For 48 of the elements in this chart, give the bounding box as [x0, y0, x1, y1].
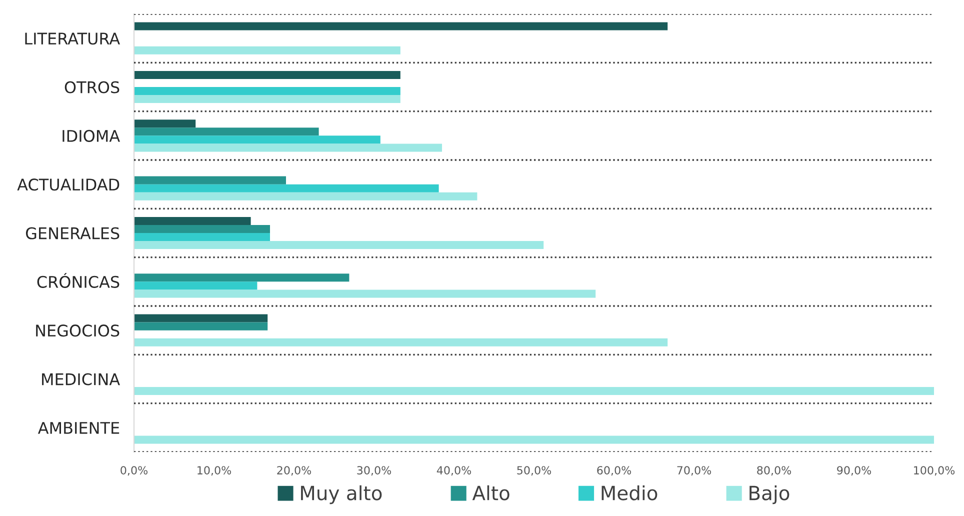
y-tick-label: IDIOMA	[62, 130, 120, 142]
bar	[134, 282, 258, 290]
bar	[134, 387, 934, 396]
bar	[134, 176, 286, 184]
legend-label: Alto	[472, 485, 510, 500]
x-tick-label: 0,0%	[120, 466, 148, 476]
bar	[134, 338, 668, 346]
bar	[134, 136, 380, 144]
x-tick-label: 100,0%	[914, 466, 955, 476]
bar	[134, 120, 196, 128]
bar	[134, 314, 268, 322]
bar	[134, 290, 596, 298]
y-tick-label: MEDICINA	[42, 373, 120, 386]
bar	[134, 274, 350, 282]
bar	[134, 95, 400, 104]
y-tick-label: LITERATURA	[25, 32, 120, 45]
x-tick-label: 20,0%	[277, 466, 312, 476]
bar	[134, 322, 268, 330]
bar	[134, 87, 400, 96]
x-tick-label: 10,0%	[198, 466, 232, 476]
bar	[134, 70, 400, 79]
x-tick-label: 30,0%	[357, 466, 392, 476]
x-tick-label: 90,0%	[837, 466, 872, 476]
y-tick-label: GENERALES	[26, 227, 120, 240]
y-tick-label: OTROS	[64, 81, 120, 94]
bar	[134, 436, 934, 444]
legend-label: Bajo	[750, 485, 790, 504]
y-tick-label: AMBIENTE	[38, 422, 120, 434]
y-tick-label: CRÓNICAS	[37, 272, 120, 288]
x-tick-label: 40,0%	[436, 466, 472, 476]
bar	[134, 233, 270, 242]
bar	[134, 22, 668, 30]
x-tick-label: 60,0%	[597, 466, 632, 476]
bar	[134, 192, 478, 200]
bar	[134, 144, 442, 152]
bar	[134, 46, 400, 54]
x-tick-label: 50,0%	[517, 466, 552, 476]
bar	[134, 241, 544, 250]
x-tick-label: 80,0%	[757, 466, 792, 476]
bar	[134, 224, 270, 233]
y-tick-label: ACTUALIDAD	[17, 178, 120, 191]
bar	[134, 216, 251, 225]
bar	[134, 184, 439, 192]
legend-label: Medio	[602, 485, 658, 500]
y-tick-label: NEGOCIOS	[36, 324, 120, 337]
x-tick-label: 70,0%	[677, 466, 712, 476]
bar	[134, 128, 319, 136]
legend-label: Muy alto	[301, 485, 382, 504]
